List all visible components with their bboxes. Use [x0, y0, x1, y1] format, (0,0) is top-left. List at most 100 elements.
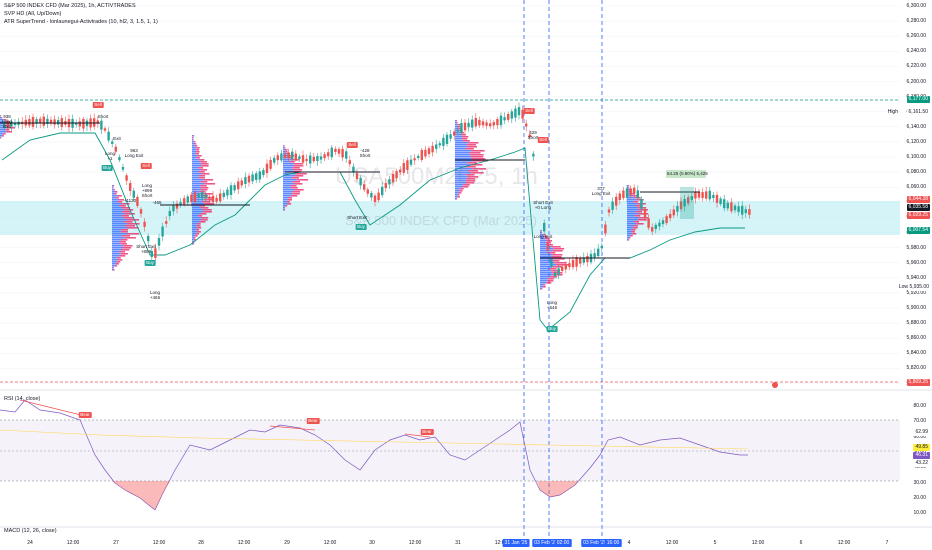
signal-label: -428 Short	[359, 148, 371, 158]
profile-bar	[192, 217, 201, 219]
sell-badge[interactable]: Sell	[92, 102, 104, 108]
candle-body	[96, 120, 99, 124]
candle-body	[679, 201, 683, 210]
profile-bar	[467, 170, 479, 172]
profile-bar	[630, 235, 633, 237]
profile-bar	[291, 187, 298, 189]
signal-label: 377 Long Exit	[591, 186, 611, 196]
rsi-bear-badge[interactable]: Bear	[420, 429, 434, 435]
profile-bar	[121, 235, 131, 237]
profile-bar	[192, 239, 195, 241]
buy-badge[interactable]: Buy	[144, 260, 156, 266]
rsi-oversold-fill	[112, 481, 170, 510]
rsi-tag-d: 43.22	[913, 460, 930, 467]
rsi-bear-badge[interactable]: Bear	[306, 418, 320, 424]
profile-bar	[455, 128, 459, 130]
candle-body	[481, 121, 485, 126]
profile-bar	[112, 203, 122, 205]
profile-bar	[627, 193, 632, 195]
profile-bar	[470, 154, 484, 156]
time-axis-label: 31	[455, 540, 461, 546]
profile-bar	[117, 195, 122, 197]
candle-body	[607, 209, 611, 213]
profile-bar	[192, 209, 203, 211]
profile-bar	[292, 193, 300, 195]
profile-bar	[455, 126, 458, 128]
candle-body	[125, 175, 128, 181]
rsi-legend[interactable]: RSI (14, close)	[4, 396, 41, 402]
buy-badge[interactable]: Buy	[546, 326, 558, 332]
profile-bar	[3, 119, 7, 121]
profile-bar	[471, 150, 485, 152]
profile-bar	[113, 185, 115, 187]
profile-bar	[465, 148, 474, 150]
profile-bar	[117, 259, 123, 261]
candle-body	[366, 189, 369, 194]
candle-body	[463, 122, 467, 131]
indicator-legend-1[interactable]: SVP HD (All, Up/Down)	[4, 11, 62, 17]
candle-body	[273, 157, 276, 163]
profile-bar	[627, 229, 632, 231]
profile-bar	[636, 199, 644, 201]
profile-bar	[288, 157, 293, 159]
profile-bar	[462, 186, 469, 188]
profile-bar	[466, 162, 477, 164]
profile-bar	[627, 205, 636, 207]
profile-bar	[202, 211, 212, 213]
profile-bar	[0, 137, 2, 139]
profile-bar	[192, 163, 202, 165]
profile-bar	[201, 165, 209, 167]
candle-body	[489, 123, 492, 127]
profile-bar	[112, 237, 126, 239]
candle-body	[690, 196, 693, 200]
profile-bar	[541, 232, 543, 234]
profile-bar	[112, 227, 127, 229]
time-axis-label: 6	[799, 540, 803, 546]
profile-bar	[193, 243, 195, 245]
profile-bar	[540, 278, 548, 280]
candle-body	[121, 166, 125, 170]
profile-bar	[192, 201, 203, 203]
buy-badge[interactable]: Buy	[355, 224, 367, 230]
profile-bar	[635, 211, 643, 213]
profile-bar	[119, 251, 126, 253]
profile-bar	[472, 160, 488, 162]
profile-bar	[192, 231, 197, 233]
time-tag-1: 31 Jan '25	[502, 539, 530, 547]
profile-bar	[193, 141, 196, 143]
profile-bar	[112, 195, 118, 197]
buy-badge[interactable]: Buy	[101, 165, 113, 171]
profile-bar	[115, 263, 120, 265]
profile-bar	[465, 174, 475, 176]
profile-bar	[456, 122, 458, 124]
candle-body	[118, 157, 121, 161]
candle-body	[211, 195, 215, 203]
sell-badge[interactable]: Sell	[346, 142, 358, 148]
profile-bar	[458, 128, 462, 130]
profile-bar	[636, 223, 644, 225]
macd-legend[interactable]: MACD (12, 26, close)	[4, 528, 57, 534]
profile-bar	[627, 195, 634, 197]
indicator-legend-2[interactable]: ATR SuperTrend - lonlaunegui-Activtrades…	[4, 19, 158, 25]
candles	[3, 102, 751, 280]
profile-bar	[627, 221, 634, 223]
profile-bar	[192, 169, 201, 171]
price-axis-label: 5,920.00	[906, 289, 926, 296]
candle-body	[269, 159, 272, 169]
profile-bar	[112, 221, 124, 223]
sell-badge[interactable]: Sell	[523, 108, 535, 114]
measure-label-bg	[666, 170, 706, 178]
profile-bar	[204, 183, 216, 185]
sell-badge[interactable]: Sell	[140, 163, 152, 169]
candle-body	[445, 134, 449, 144]
profile-bar	[112, 235, 122, 237]
candle-body	[190, 194, 193, 202]
flag-icon	[772, 382, 778, 388]
profile-bar	[466, 178, 476, 180]
profile-bar	[126, 219, 140, 221]
symbol-legend[interactable]: S&P 500 INDEX CFD (Mar 2025), 1h, ACTIVT…	[4, 3, 136, 9]
rsi-bear-badge[interactable]: Bear	[78, 412, 92, 418]
profile-bar	[283, 145, 284, 147]
sell-badge[interactable]: Sell	[537, 137, 549, 143]
